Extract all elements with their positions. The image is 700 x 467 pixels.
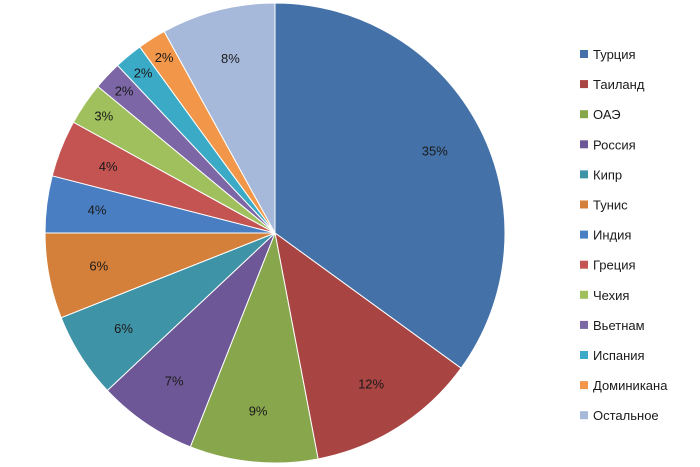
legend-label-9: Чехия: [593, 288, 629, 303]
legend-label-12: Доминикана: [593, 378, 668, 393]
pie-slice-4: [106, 232, 276, 448]
legend-label-11: Испания: [593, 348, 645, 363]
legend: Турция Таиланд ОАЭ Россия Кипр Тунис Индия Грец…: [580, 47, 668, 423]
legend-swatch-7: [580, 230, 588, 239]
legend-label-4: Россия: [593, 137, 636, 152]
legend-swatch-3: [580, 110, 588, 119]
legend-swatch-5: [580, 170, 588, 179]
legend-label-8: Греция: [593, 258, 636, 273]
legend-swatch-4: [580, 140, 588, 149]
legend-label-2: Таиланд: [593, 77, 645, 92]
pct-label-2: 12%: [358, 377, 384, 392]
pie-slice-13: [163, 2, 276, 234]
pct-label-7: 4%: [88, 203, 107, 218]
pct-label-1: 35%: [422, 144, 448, 159]
legend-swatch-8: [580, 260, 588, 269]
legend-label-13: Остальное: [593, 408, 659, 423]
pct-label-11: 2%: [134, 66, 153, 81]
legend-swatch-1: [580, 50, 588, 58]
legend-label-10: Вьетнам: [593, 318, 645, 333]
legend-label-3: ОАЭ: [593, 107, 621, 122]
pie-slice-1: [274, 2, 506, 369]
legend-swatch-12: [580, 381, 588, 390]
legend-swatch-13: [580, 411, 588, 420]
pie-slice-3: [189, 231, 319, 464]
legend-swatch-11: [580, 351, 588, 359]
pct-label-4: 7%: [165, 373, 184, 388]
pct-label-8: 4%: [99, 159, 118, 174]
pct-label-12: 2%: [155, 50, 174, 65]
pct-label-3: 9%: [249, 404, 268, 419]
legend-swatch-6: [580, 200, 588, 209]
pct-label-6: 6%: [89, 259, 108, 274]
legend-label-5: Кипр: [593, 167, 622, 182]
legend-label-6: Тунис: [593, 198, 628, 213]
pct-label-5: 6%: [114, 321, 133, 336]
legend-swatch-10: [580, 320, 588, 329]
pie-slice-2: [274, 231, 462, 460]
legend-swatch-2: [580, 80, 588, 89]
legend-swatch-9: [580, 290, 588, 299]
percentage-labels: 35%12%9%7%6%6%4%4%3%2%2%2% 8%: [88, 50, 449, 418]
pie-slices: [44, 2, 506, 464]
pct-label-10: 2%: [115, 83, 134, 98]
legend-label-1: Турция: [593, 47, 636, 62]
pct-label-9: 3%: [94, 109, 113, 124]
pct-label-13: 8%: [221, 51, 240, 66]
legend-label-7: Индия: [593, 228, 631, 243]
